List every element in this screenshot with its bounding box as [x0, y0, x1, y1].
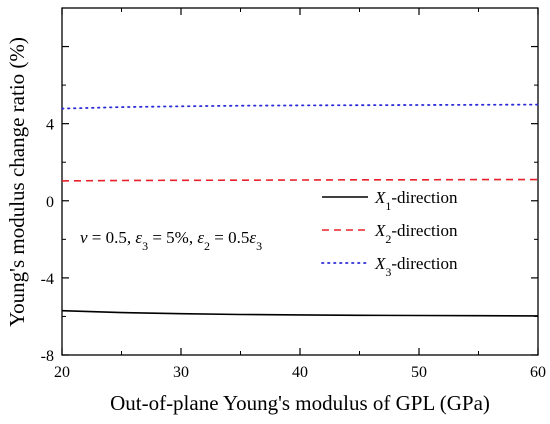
series-line-1 [61, 309, 539, 317]
legend-label-1: X1-direction [374, 188, 458, 213]
legend: X1-direction X2-direction X3-direction [321, 188, 458, 279]
series-line-3 [61, 103, 539, 110]
parameter-annotation: ν = 0.5, ε3 = 5%, ε2 = 0.5ε3 [80, 228, 262, 253]
y-axis-title: Young's modulus change ratio (%) [5, 37, 29, 327]
y-tick-label: 0 [46, 194, 54, 211]
y-tick-label: -8 [41, 348, 54, 365]
series-layer [61, 103, 539, 317]
y-tick-label: 4 [46, 117, 54, 134]
x-tick-label: 50 [411, 364, 427, 381]
series-line-2 [61, 178, 538, 182]
legend-label-2: X2-direction [374, 221, 458, 246]
y-tick-label: -4 [41, 271, 54, 288]
x-tick-label: 20 [54, 364, 70, 381]
x-tick-label: 60 [530, 364, 546, 381]
plot-frame [61, 7, 539, 356]
axis-ticks: 20 30 40 50 60 -8 -4 0 4 [41, 8, 546, 381]
x-tick-label: 40 [292, 364, 308, 381]
x-tick-label: 30 [173, 364, 189, 381]
legend-label-3: X3-direction [374, 254, 458, 279]
x-axis-title: Out-of-plane Young's modulus of GPL (GPa… [110, 391, 490, 415]
